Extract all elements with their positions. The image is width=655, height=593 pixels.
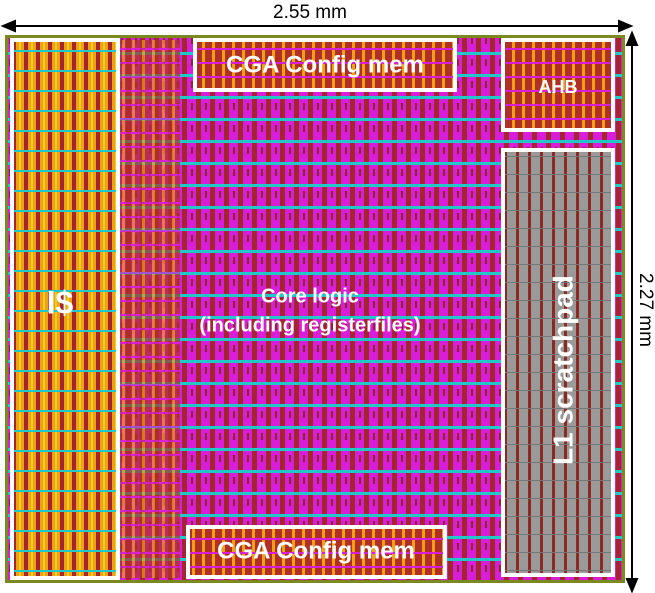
icache-edge (120, 40, 180, 578)
height-label: 2.27 mm (635, 273, 655, 347)
ahb-area (503, 40, 613, 130)
block-label: L1 scratchpad (547, 275, 578, 465)
cga-bottom-area (188, 527, 445, 577)
cga-top-area (195, 40, 455, 90)
icache-box (10, 38, 120, 580)
ahb-box (501, 38, 615, 132)
l1-box (501, 148, 615, 577)
icache-area (12, 40, 118, 578)
arrow-head (0, 19, 16, 33)
cga-bottom-box (186, 525, 447, 579)
width-arrow (0, 19, 634, 33)
arrow-head (625, 30, 639, 46)
width-label: 2.55 mm (273, 2, 347, 23)
arrow-head (625, 578, 639, 593)
block-sublabel: (including registerfiles) (199, 314, 420, 336)
block-label: Core logic (261, 285, 359, 307)
block-label: I$ (47, 284, 74, 320)
block-label: CGA Config mem (226, 51, 424, 78)
height-arrow (625, 30, 639, 593)
block-label: CGA Config mem (217, 537, 415, 564)
arrow-head (618, 19, 634, 33)
block-label: AHB (539, 77, 578, 97)
l1-area (503, 150, 613, 575)
cga-top-box (193, 38, 457, 92)
